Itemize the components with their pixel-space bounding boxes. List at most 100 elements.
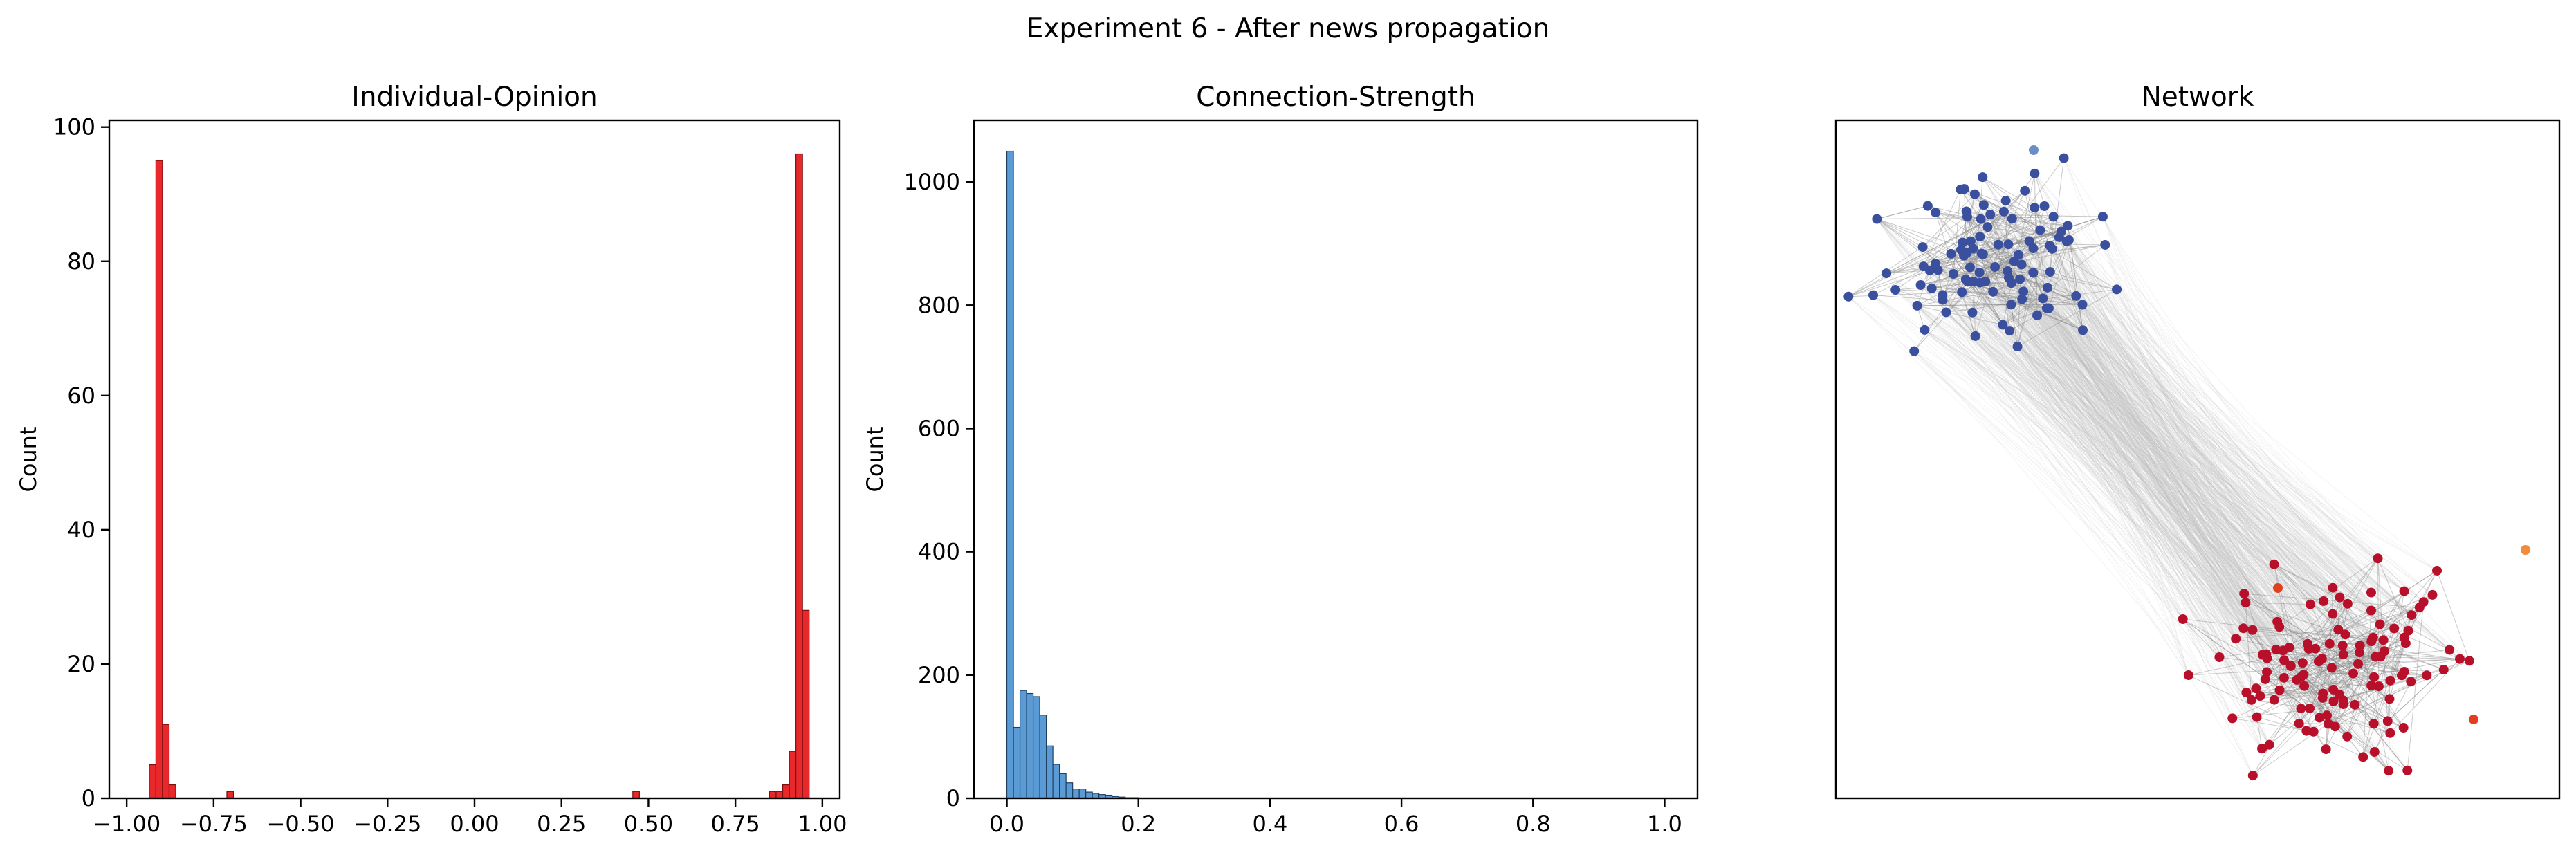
network-edge (1931, 288, 2376, 657)
network-node (2338, 699, 2348, 710)
y-axis-label: Count (15, 426, 42, 492)
network-edge (2048, 308, 2267, 654)
network-edge (1951, 253, 2297, 681)
network-edge (2014, 261, 2257, 717)
network-edge (2003, 324, 2346, 635)
network-edge (2011, 282, 2380, 625)
network-node (1912, 300, 1922, 311)
network-edge (1982, 254, 2236, 639)
network-edge (1920, 284, 2283, 651)
network-edge (1935, 263, 2305, 687)
network-edge (1927, 205, 2339, 630)
network-node (1967, 307, 1978, 318)
network-node (2337, 641, 2348, 651)
network-node (2028, 243, 2039, 254)
network-node (2279, 672, 2289, 683)
network-edge (2003, 324, 2263, 655)
network-node (2348, 668, 2358, 679)
network-edge (2021, 264, 2301, 709)
network-edge (1917, 305, 2283, 651)
network-edge (1924, 329, 2246, 603)
network-edge (1876, 219, 2233, 719)
network-node (2038, 293, 2048, 304)
network-edge (2021, 299, 2344, 701)
histogram-bar (1072, 789, 1080, 799)
network-edge (2082, 330, 2301, 709)
network-node (2017, 294, 2027, 304)
network-edge (1982, 254, 2324, 694)
network-edge (2021, 299, 2233, 719)
network-edge (1970, 241, 2256, 689)
network-node (2375, 619, 2385, 629)
network-edge (1974, 194, 2236, 639)
network-edge (1985, 281, 2292, 667)
network-edge (2023, 291, 2301, 677)
network-edge (2333, 587, 2391, 681)
x-tick-label: −0.50 (267, 811, 335, 837)
network-edge (1965, 279, 2300, 724)
network-edge (1877, 219, 2270, 745)
panel-title: Network (2142, 82, 2254, 113)
network-edge (1848, 211, 2005, 297)
network-edge (1942, 295, 2257, 717)
network-node (2071, 291, 2081, 301)
network-edge (2353, 591, 2404, 674)
network-edge (1960, 189, 2372, 642)
network-edge (1981, 253, 2263, 655)
network-edge (2052, 248, 2189, 676)
network-edge (1966, 211, 2267, 654)
network-node (1993, 239, 2003, 250)
network-edge (1960, 249, 2319, 662)
network-node (1931, 259, 1941, 269)
network-edge (1927, 205, 2311, 605)
network-edge (2326, 591, 2404, 750)
network-edge (1922, 246, 2372, 611)
network-node (1941, 307, 1951, 318)
network-edge (2245, 602, 2346, 635)
network-node (2246, 695, 2256, 705)
network-edge (1994, 266, 2372, 611)
network-edge (2034, 173, 2375, 753)
network-edge (1917, 305, 2412, 616)
network-edge (2082, 329, 2374, 638)
network-edge (2033, 248, 2344, 646)
network-edge (1989, 214, 2252, 700)
network-node (2297, 658, 2308, 668)
network-edge (2067, 226, 2307, 731)
network-node (1974, 267, 1985, 277)
network-edge (1967, 282, 2253, 631)
histogram-bar (226, 791, 234, 799)
network-node (1975, 232, 1985, 242)
network-edge (1962, 242, 2305, 686)
network-edge (2036, 315, 2339, 630)
y-tick-label: 400 (918, 539, 960, 565)
network-edge (1983, 204, 2319, 662)
network-edge (1970, 241, 2297, 681)
network-edge (2023, 291, 2450, 650)
network-edge (1942, 295, 2376, 657)
network-edge (1922, 246, 2336, 727)
network-edge (2387, 669, 2445, 721)
network-edge (2003, 324, 2267, 659)
network-node (1998, 320, 2008, 330)
network-node (2400, 638, 2411, 649)
x-tick-label: −1.00 (93, 811, 160, 837)
x-tick-label: −0.75 (180, 811, 248, 837)
network-edge (1946, 312, 2340, 695)
network-edge (1913, 243, 2009, 351)
network-edge (2061, 231, 2424, 603)
network-edge (2371, 685, 2404, 728)
network-edge (1979, 236, 2021, 279)
network-edge (2047, 287, 2290, 648)
network-edge (2061, 231, 2344, 655)
network-edge (2034, 173, 2256, 689)
network-edge (1848, 296, 2328, 716)
network-edge (1929, 270, 2274, 565)
network-edge (2019, 279, 2405, 638)
network-edge (1979, 272, 2412, 616)
network-edge (2019, 279, 2333, 668)
network-edge (2059, 237, 2407, 644)
network-edge (2345, 634, 2444, 670)
network-edge (2354, 704, 2391, 734)
network-node (2063, 235, 2074, 246)
